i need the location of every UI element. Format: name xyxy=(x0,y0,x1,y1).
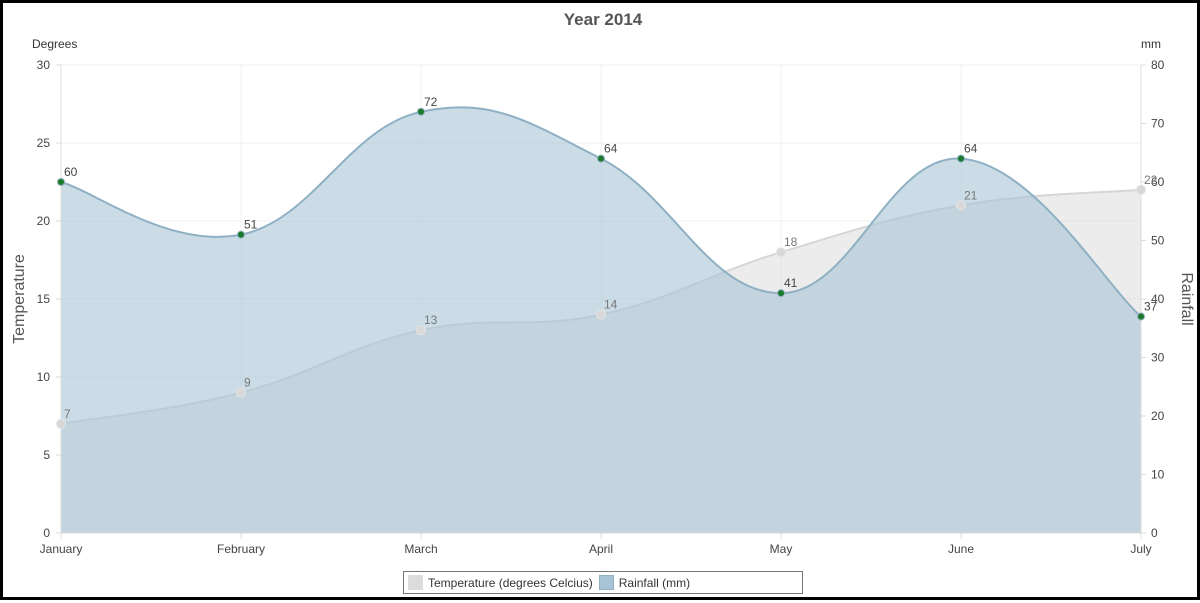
x-tick-label: July xyxy=(1130,542,1151,556)
rainfall-data-label: 64 xyxy=(604,142,618,156)
rainfall-data-label: 64 xyxy=(964,142,978,156)
data-labels: 7 9 13 14 18 21 22 60 51 72 64 41 64 37 xyxy=(56,95,1158,429)
rainfall-data-label: 41 xyxy=(784,276,798,290)
temperature-point[interactable] xyxy=(596,309,606,320)
temperature-data-label: 9 xyxy=(244,376,251,390)
temperature-point[interactable] xyxy=(56,418,66,429)
right-tick-label: 60 xyxy=(1151,175,1165,189)
temperature-point[interactable] xyxy=(236,387,246,398)
legend-swatch-rainfall xyxy=(598,575,614,590)
rainfall-point[interactable] xyxy=(57,178,65,186)
legend-label-temperature: Temperature (degrees Celcius) xyxy=(428,575,593,590)
chart-canvas: 0 5 10 15 20 25 30 0 10 20 30 40 50 60 70 80 January Febr… xyxy=(11,10,1195,556)
temperature-data-label: 22 xyxy=(1144,173,1158,187)
left-axis-title: Temperature xyxy=(11,254,28,344)
legend-item-rainfall[interactable]: Rainfall (mm) xyxy=(598,575,691,590)
left-tick-label: 10 xyxy=(37,370,51,384)
temperature-point[interactable] xyxy=(956,200,966,211)
x-tick-label: January xyxy=(40,542,83,556)
legend-swatch-temperature xyxy=(408,575,423,590)
axes: 0 5 10 15 20 25 30 0 10 20 30 40 50 60 70 80 January Febr… xyxy=(37,58,1165,556)
temperature-point[interactable] xyxy=(416,325,426,336)
chart-title: Year 2014 xyxy=(564,10,643,29)
legend: Temperature (degrees Celcius) Rainfall (… xyxy=(403,571,803,594)
x-tick-label: April xyxy=(589,542,613,556)
rainfall-point[interactable] xyxy=(417,107,425,116)
right-tick-label: 0 xyxy=(1151,526,1158,540)
temperature-data-label: 21 xyxy=(964,188,978,202)
rainfall-point[interactable] xyxy=(597,154,605,163)
temperature-point[interactable] xyxy=(776,247,786,258)
temperature-data-label: 14 xyxy=(604,298,618,312)
right-tick-label: 20 xyxy=(1151,409,1165,423)
right-tick-label: 40 xyxy=(1151,292,1165,306)
temperature-data-label: 13 xyxy=(424,313,438,327)
right-axis-title: Rainfall xyxy=(1178,272,1195,325)
rainfall-data-label: 60 xyxy=(64,165,78,179)
legend-label-rainfall: Rainfall (mm) xyxy=(618,575,691,590)
right-tick-label: 80 xyxy=(1151,58,1165,72)
series-areas xyxy=(60,106,1142,534)
left-tick-label: 30 xyxy=(37,58,51,72)
left-tick-label: 5 xyxy=(43,448,50,462)
temperature-point[interactable] xyxy=(1136,184,1146,195)
right-tick-label: 30 xyxy=(1151,351,1165,365)
rainfall-data-label: 51 xyxy=(244,218,258,232)
right-tick-label: 50 xyxy=(1151,234,1165,248)
rainfall-point[interactable] xyxy=(777,289,785,298)
left-tick-label: 25 xyxy=(37,136,51,150)
x-tick-label: February xyxy=(217,542,265,556)
rainfall-point[interactable] xyxy=(237,230,245,239)
temperature-data-label: 18 xyxy=(784,235,798,249)
rainfall-data-label: 37 xyxy=(1144,300,1158,314)
rainfall-point[interactable] xyxy=(957,154,965,163)
rainfall-data-label: 72 xyxy=(424,95,438,109)
right-tick-label: 10 xyxy=(1151,468,1165,482)
x-tick-label: June xyxy=(948,542,974,556)
right-tick-label: 70 xyxy=(1151,117,1165,131)
left-tick-label: 0 xyxy=(43,526,50,540)
x-tick-label: March xyxy=(404,542,437,556)
temperature-data-label: 7 xyxy=(64,407,71,421)
right-axis-unit: mm xyxy=(1141,37,1161,51)
x-tick-label: May xyxy=(770,542,793,556)
rainfall-point[interactable] xyxy=(1137,312,1145,321)
left-tick-label: 20 xyxy=(37,214,51,228)
legend-item-temperature[interactable]: Temperature (degrees Celcius) xyxy=(408,575,593,590)
left-tick-label: 15 xyxy=(37,292,51,306)
rainfall-area xyxy=(61,107,1141,533)
left-axis-unit: Degrees xyxy=(32,37,77,51)
